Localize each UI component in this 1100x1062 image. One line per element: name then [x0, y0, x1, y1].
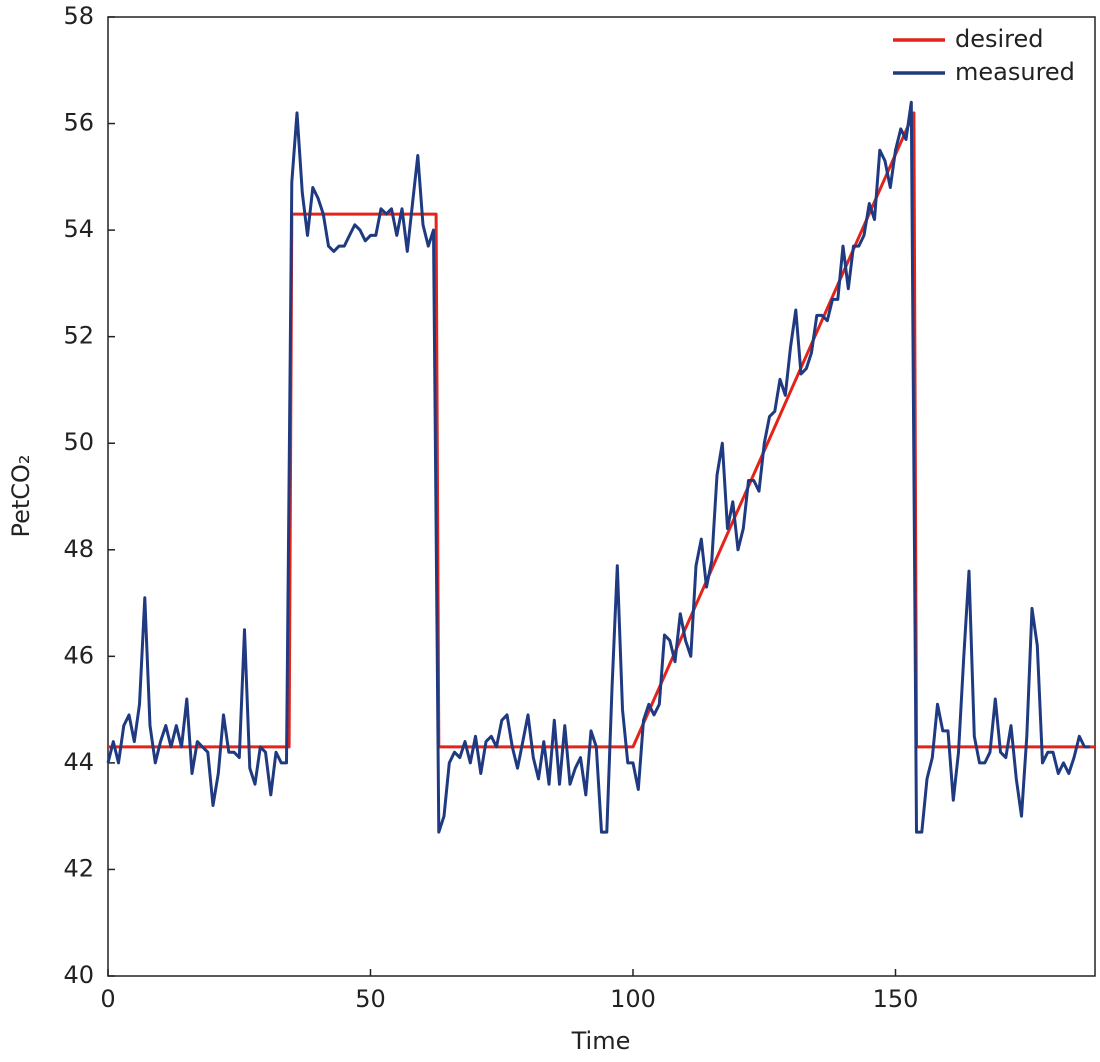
x-axis-label: Time: [571, 1027, 631, 1055]
plot-frame: [107, 16, 1096, 977]
y-tick-label: 42: [63, 854, 94, 882]
y-tick-label: 56: [63, 109, 94, 137]
y-tick-label: 44: [63, 748, 94, 776]
y-tick-label: 46: [63, 641, 94, 669]
legend-label: desired: [955, 25, 1044, 53]
line-series: [106, 100, 1090, 834]
y-tick-label: 50: [63, 428, 94, 456]
x-tick-label: 0: [100, 985, 115, 1013]
x-tick-label: 50: [355, 985, 386, 1013]
legend-label: measured: [955, 58, 1075, 86]
y-axis-label: PetCO₂: [7, 454, 35, 537]
line-series: [108, 111, 1095, 749]
y-tick-label: 48: [63, 535, 94, 563]
y-tick-label: 40: [63, 961, 94, 989]
y-tick-label: 58: [63, 2, 94, 30]
y-tick-label: 54: [63, 215, 94, 243]
x-tick-label: 150: [873, 985, 919, 1013]
x-tick-label: 100: [610, 985, 656, 1013]
y-tick-label: 52: [63, 322, 94, 350]
